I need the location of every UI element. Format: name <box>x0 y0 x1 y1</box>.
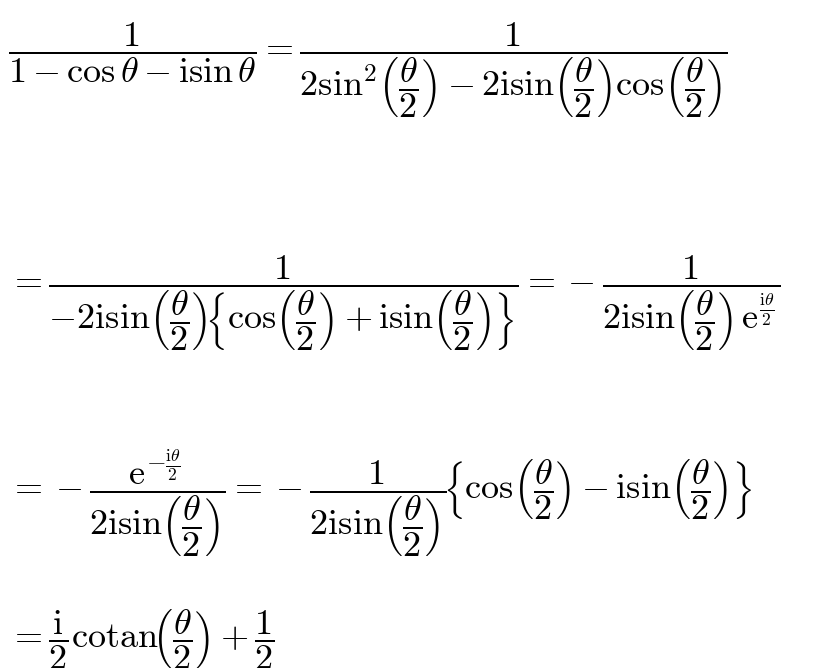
Text: $=\dfrac{1}{-2\mathrm{i}\sin\!\left(\dfrac{\theta}{2}\right)\!\left\{\cos\!\left: $=\dfrac{1}{-2\mathrm{i}\sin\!\left(\dfr… <box>8 254 780 353</box>
Text: $\dfrac{1}{1-\cos\theta-\mathrm{i}\sin\theta}=\dfrac{1}{2\sin^2\!\left(\dfrac{\t: $\dfrac{1}{1-\cos\theta-\mathrm{i}\sin\t… <box>8 20 728 120</box>
Text: $=-\dfrac{\mathrm{e}^{-\frac{\mathrm{i}\theta}{2}}}{2\mathrm{i}\sin\!\left(\dfra: $=-\dfrac{\mathrm{e}^{-\frac{\mathrm{i}\… <box>8 448 753 558</box>
Text: $=\dfrac{\mathrm{i}}{2}\mathrm{cotan}\!\left(\dfrac{\theta}{2}\right)+\dfrac{1}{: $=\dfrac{\mathrm{i}}{2}\mathrm{cotan}\!\… <box>8 608 276 668</box>
